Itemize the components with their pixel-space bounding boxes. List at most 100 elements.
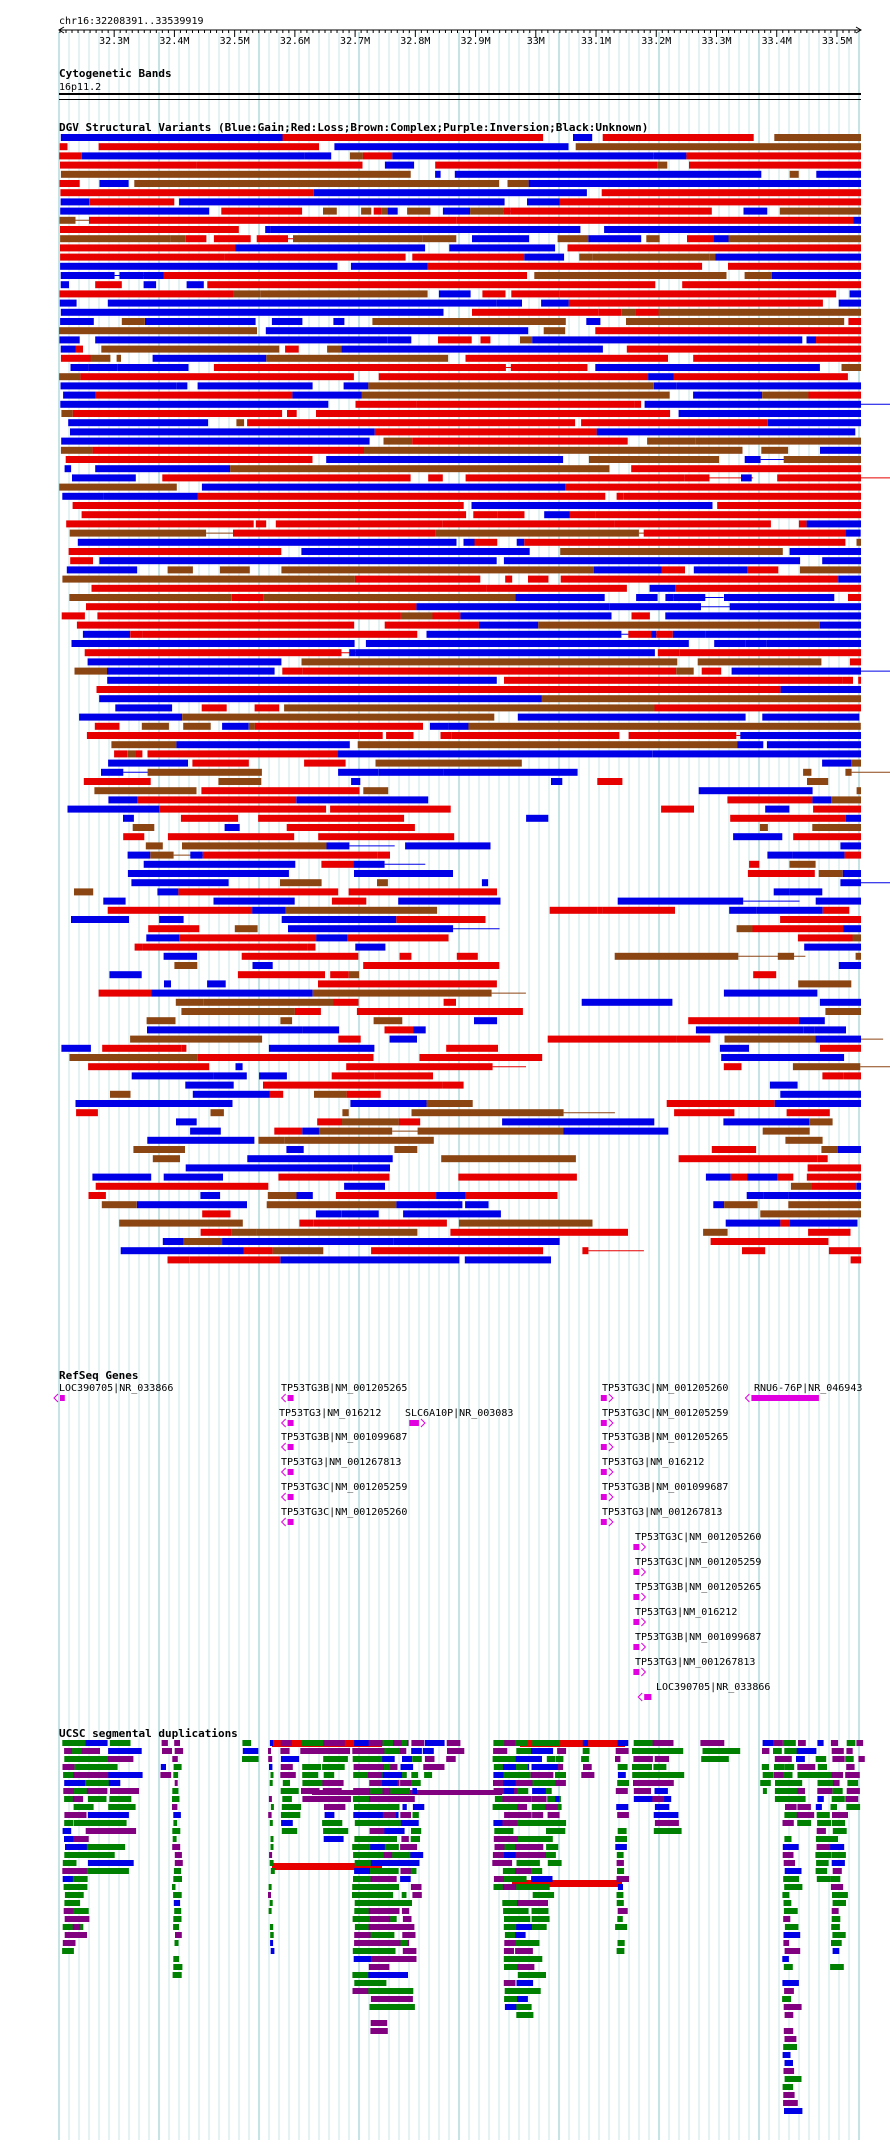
dgv-variant[interactable] <box>371 1247 544 1255</box>
dgv-variant[interactable] <box>210 1109 224 1117</box>
segdup-feature[interactable] <box>784 1868 802 1874</box>
segdup-feature[interactable] <box>73 1852 86 1858</box>
dgv-variant[interactable] <box>786 1109 830 1117</box>
dgv-variant[interactable] <box>412 437 628 445</box>
segdup-feature[interactable] <box>242 1740 252 1746</box>
dgv-variant[interactable] <box>349 649 356 657</box>
segdup-feature[interactable] <box>368 1988 414 1994</box>
segdup-feature[interactable] <box>504 1812 527 1818</box>
scroll-left-arrow-icon[interactable] <box>58 26 65 34</box>
dgv-variant[interactable] <box>323 207 337 215</box>
dgv-variant[interactable] <box>848 318 861 325</box>
segdup-feature[interactable] <box>783 2028 794 2034</box>
segdup-feature[interactable] <box>615 1836 627 1842</box>
dgv-variant[interactable] <box>654 382 677 390</box>
segdup-feature[interactable] <box>86 1868 129 1874</box>
dgv-variant[interactable] <box>504 676 843 684</box>
dgv-variant[interactable] <box>465 354 669 362</box>
segdup-feature[interactable] <box>782 1892 790 1898</box>
segdup-feature[interactable] <box>402 1916 412 1922</box>
dgv-variant[interactable] <box>258 814 405 822</box>
segdup-feature[interactable] <box>774 1764 785 1770</box>
dgv-variant[interactable] <box>333 998 359 1006</box>
dgv-variant[interactable] <box>258 787 360 795</box>
dgv-variant[interactable] <box>649 584 676 592</box>
dgv-variant[interactable] <box>114 750 128 758</box>
dgv-variant[interactable] <box>256 235 288 243</box>
dgv-variant[interactable] <box>265 327 529 335</box>
dgv-variant[interactable] <box>357 741 738 749</box>
dgv-variant[interactable] <box>812 796 831 804</box>
segdup-feature[interactable] <box>817 1780 836 1786</box>
dgv-variant[interactable] <box>60 400 329 408</box>
dgv-variant[interactable] <box>657 649 680 657</box>
segdup-feature[interactable] <box>504 1940 524 1946</box>
segdup-feature[interactable] <box>411 1748 422 1754</box>
dgv-variant[interactable] <box>185 1081 234 1089</box>
segdup-feature[interactable] <box>384 1820 401 1826</box>
segdup-feature[interactable] <box>504 1788 515 1794</box>
dgv-variant[interactable] <box>284 704 655 712</box>
dgv-variant[interactable] <box>364 446 743 454</box>
dgv-variant[interactable] <box>75 1100 233 1107</box>
dgv-variant[interactable] <box>398 1118 421 1126</box>
dgv-variant[interactable] <box>342 1118 399 1126</box>
segdup-feature[interactable] <box>515 1868 533 1874</box>
segdup-feature[interactable] <box>831 1852 846 1858</box>
dgv-variant[interactable] <box>728 262 861 270</box>
dgv-variant[interactable] <box>436 1192 466 1199</box>
dgv-variant[interactable] <box>724 1035 816 1043</box>
segdup-feature[interactable] <box>384 1764 391 1770</box>
segdup-feature[interactable] <box>85 1828 117 1834</box>
segdup-feature[interactable] <box>402 1932 416 1938</box>
dgv-variant[interactable] <box>186 281 204 289</box>
dgv-variant[interactable] <box>777 952 795 960</box>
segdup-feature[interactable] <box>831 1772 844 1778</box>
dgv-variant[interactable] <box>442 207 471 215</box>
segdup-feature[interactable] <box>424 1740 445 1746</box>
segdup-feature[interactable] <box>817 1820 832 1826</box>
dgv-variant[interactable] <box>224 824 240 831</box>
dgv-variant[interactable] <box>520 336 533 344</box>
dgv-variant[interactable] <box>745 640 767 647</box>
dgv-variant[interactable] <box>163 272 528 279</box>
dgv-variant[interactable] <box>698 787 813 795</box>
dgv-variant[interactable] <box>316 934 347 942</box>
segdup-feature[interactable] <box>832 1788 843 1794</box>
segdup-feature[interactable] <box>174 1908 182 1914</box>
dgv-variant[interactable] <box>234 925 258 933</box>
dgv-variant[interactable] <box>774 1100 861 1107</box>
segdup-feature[interactable] <box>173 1964 183 1970</box>
dgv-variant[interactable] <box>146 1017 176 1025</box>
segdup-feature[interactable] <box>653 1772 685 1778</box>
dgv-variant[interactable] <box>524 253 565 261</box>
segdup-feature[interactable] <box>423 1764 445 1770</box>
segdup-feature[interactable] <box>62 1948 74 1954</box>
dgv-variant[interactable] <box>130 1035 263 1043</box>
dgv-variant[interactable] <box>661 566 685 574</box>
dgv-variant[interactable] <box>60 226 239 233</box>
dgv-variant[interactable] <box>741 474 752 482</box>
dgv-variant[interactable] <box>428 474 443 482</box>
segdup-feature[interactable] <box>369 1756 386 1762</box>
segdup-feature[interactable] <box>370 2028 388 2034</box>
segdup-feature[interactable] <box>368 1900 412 1906</box>
dgv-variant[interactable] <box>361 207 372 215</box>
segdup-feature[interactable] <box>382 1756 395 1762</box>
dgv-variant[interactable] <box>682 281 861 289</box>
segdup-feature[interactable] <box>85 1780 117 1786</box>
dgv-variant[interactable] <box>318 980 497 988</box>
dgv-variant[interactable] <box>109 971 142 979</box>
dgv-variant[interactable] <box>568 299 823 307</box>
dgv-variant[interactable] <box>70 428 375 436</box>
segdup-feature[interactable] <box>368 1980 387 1986</box>
dgv-variant[interactable] <box>281 566 594 574</box>
dgv-variant[interactable] <box>231 594 264 601</box>
segdup-feature[interactable] <box>773 1740 783 1746</box>
segdup-feature[interactable] <box>504 1916 531 1922</box>
segdup-feature[interactable] <box>64 1820 73 1826</box>
segdup-feature[interactable] <box>322 1780 344 1786</box>
dgv-variant[interactable] <box>673 594 706 601</box>
dgv-variant[interactable] <box>747 1173 777 1181</box>
dgv-variant[interactable] <box>95 336 388 344</box>
